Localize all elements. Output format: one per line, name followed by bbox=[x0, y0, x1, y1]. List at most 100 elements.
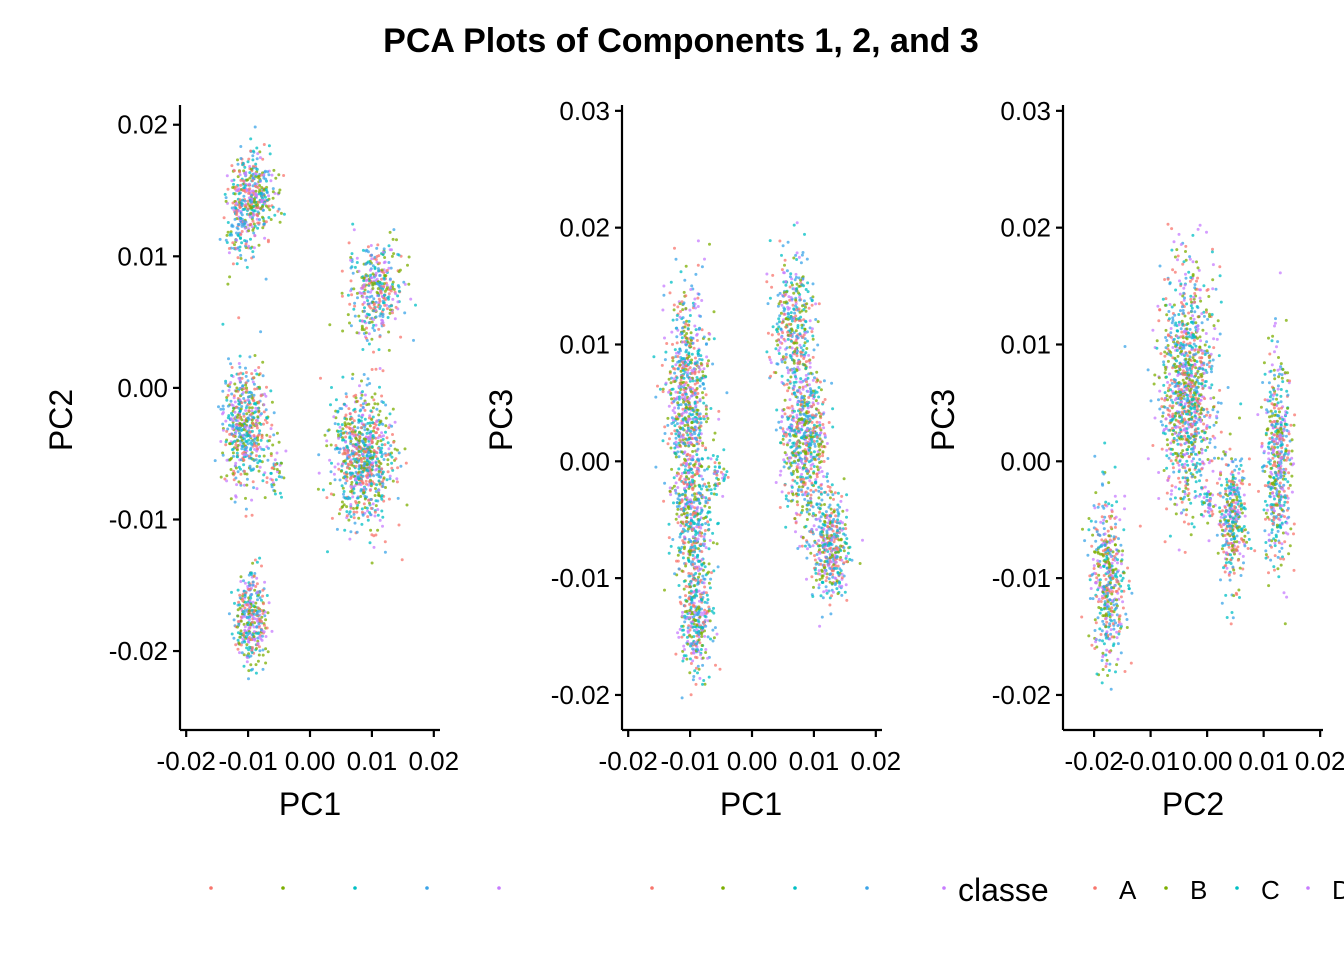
scatter-point bbox=[810, 327, 814, 331]
scatter-point bbox=[255, 612, 259, 616]
scatter-point bbox=[354, 501, 358, 505]
scatter-point bbox=[673, 348, 677, 352]
scatter-point bbox=[338, 425, 342, 429]
scatter-point bbox=[788, 285, 792, 289]
scatter-point bbox=[382, 293, 386, 297]
scatter-point bbox=[664, 381, 668, 385]
scatter-point bbox=[374, 258, 378, 261]
scatter-point bbox=[782, 312, 786, 316]
scatter-point bbox=[377, 493, 380, 497]
scatter-point bbox=[394, 457, 398, 461]
scatter-point bbox=[360, 413, 364, 417]
scatter-point bbox=[344, 440, 348, 444]
scatter-point bbox=[704, 591, 708, 595]
scatter-point bbox=[690, 421, 694, 424]
scatter-point bbox=[696, 581, 700, 584]
scatter-point bbox=[270, 173, 274, 177]
scatter-point bbox=[363, 288, 367, 292]
scatter-point bbox=[673, 380, 677, 383]
scatter-point bbox=[378, 385, 381, 389]
scatter-point bbox=[239, 233, 243, 236]
scatter-point bbox=[365, 296, 369, 300]
scatter-point bbox=[693, 506, 697, 510]
scatter-point bbox=[264, 647, 268, 651]
scatter-point bbox=[256, 606, 260, 610]
scatter-point bbox=[802, 299, 806, 303]
scatter-point bbox=[677, 412, 681, 416]
scatter-point bbox=[703, 614, 707, 618]
scatter-point bbox=[698, 357, 702, 361]
scatter-point bbox=[670, 387, 674, 391]
scatter-point bbox=[806, 486, 810, 490]
scatter-point bbox=[795, 258, 799, 261]
scatter-point bbox=[404, 461, 408, 465]
scatter-point bbox=[796, 458, 800, 462]
scatter-point bbox=[267, 173, 271, 177]
scatter-point bbox=[788, 275, 792, 279]
scatter-point bbox=[239, 257, 243, 260]
scatter-point bbox=[341, 375, 345, 379]
scatter-point bbox=[349, 503, 353, 506]
scatter-point bbox=[784, 283, 788, 287]
scatter-point bbox=[256, 210, 260, 214]
scatter-point bbox=[361, 402, 365, 406]
scatter-point bbox=[386, 316, 390, 319]
scatter-point bbox=[249, 596, 253, 600]
scatter-point bbox=[377, 348, 381, 352]
scatter-point bbox=[807, 396, 811, 399]
scatter-point bbox=[794, 298, 798, 302]
scatter-point bbox=[251, 228, 255, 232]
scatter-point bbox=[258, 179, 262, 183]
scatter-point bbox=[792, 307, 796, 311]
scatter-point bbox=[686, 356, 689, 360]
scatter-point bbox=[251, 172, 255, 176]
scatter-point bbox=[245, 178, 249, 182]
scatter-point bbox=[221, 428, 225, 432]
scatter-point bbox=[811, 282, 815, 286]
scatter-point bbox=[369, 450, 373, 454]
scatter-point bbox=[681, 556, 685, 560]
scatter-point bbox=[251, 421, 255, 425]
scatter-point bbox=[689, 413, 693, 417]
scatter-point bbox=[699, 314, 702, 318]
scatter-point bbox=[359, 408, 363, 412]
scatter-point bbox=[704, 407, 708, 411]
scatter-point bbox=[707, 581, 711, 585]
scatter-point bbox=[271, 190, 275, 194]
scatter-point bbox=[267, 204, 271, 208]
scatter-point bbox=[365, 326, 368, 330]
scatter-point bbox=[361, 452, 365, 456]
scatter-point bbox=[357, 470, 361, 474]
scatter-point bbox=[693, 391, 697, 395]
scatter-point bbox=[361, 405, 365, 409]
scatter-point bbox=[354, 464, 358, 468]
scatter-point bbox=[801, 348, 805, 352]
scatter-point bbox=[683, 397, 687, 401]
scatter-point bbox=[282, 174, 286, 177]
scatter-point bbox=[221, 322, 225, 326]
scatter-point bbox=[255, 444, 258, 448]
scatter-point bbox=[791, 478, 795, 482]
scatter-point bbox=[695, 333, 699, 337]
scatter-point bbox=[243, 581, 247, 585]
scatter-point bbox=[781, 382, 785, 386]
scatter-point bbox=[708, 586, 712, 590]
scatter-point bbox=[790, 329, 794, 332]
scatter-point bbox=[702, 535, 706, 539]
scatter-point bbox=[333, 478, 337, 482]
scatter-point bbox=[397, 451, 401, 455]
scatter-point bbox=[235, 189, 239, 193]
scatter-point bbox=[244, 496, 247, 500]
scatter-point bbox=[677, 584, 681, 587]
scatter-point bbox=[708, 242, 711, 246]
scatter-point bbox=[239, 632, 243, 636]
scatter-point bbox=[687, 571, 691, 575]
scatter-point bbox=[349, 266, 353, 270]
scatter-point bbox=[261, 360, 265, 364]
scatter-point bbox=[800, 508, 804, 512]
scatter-point bbox=[368, 511, 372, 515]
scatter-point bbox=[796, 424, 799, 428]
scatter-point bbox=[229, 381, 233, 384]
scatter-point bbox=[238, 635, 242, 639]
scatter-point bbox=[792, 291, 796, 295]
